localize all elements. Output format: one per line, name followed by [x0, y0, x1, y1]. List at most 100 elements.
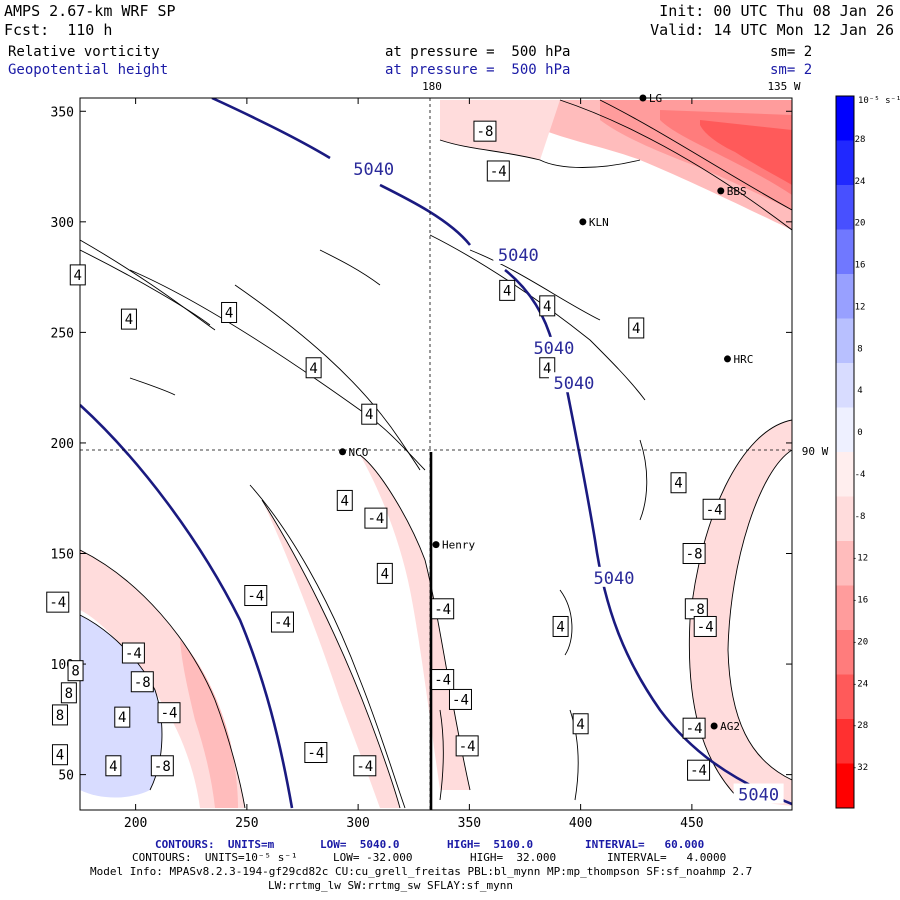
vorticity-label-box [628, 317, 645, 339]
vorticity-label-box [486, 160, 510, 182]
vorticity-fill-positive-sw [80, 615, 162, 798]
station-marker [717, 187, 725, 195]
height-label-bg [528, 336, 579, 357]
vorticity-label-box [572, 713, 589, 735]
vorticity-contour [129, 377, 176, 396]
colorbar-swatch [836, 719, 854, 764]
colorbar-swatch [836, 452, 854, 497]
vorticity-label-box [60, 682, 77, 704]
model-title: AMPS 2.67-km WRF SP [4, 2, 176, 20]
height-label-bg [589, 566, 639, 587]
vorticity-contour [688, 419, 792, 801]
vorticity-label-box [69, 264, 86, 286]
station-name: Henry [442, 539, 475, 552]
colorbar-tick-label: -4 [855, 470, 866, 480]
vorticity-label: -4 [459, 739, 476, 755]
colorbar-swatch [836, 274, 854, 319]
colorbar-tick-label: 20 [855, 219, 866, 229]
height-layer [80, 98, 792, 809]
height-contour-high: HIGH= 5100.0 [447, 838, 534, 851]
y-tick-label: 300 [51, 216, 74, 231]
vorticity-contour [559, 99, 792, 231]
y-tick-label: 250 [51, 326, 74, 341]
station-marker [432, 541, 440, 549]
colorbar-swatch [836, 541, 854, 586]
y-tick-label: 200 [51, 437, 74, 452]
colorbar-swatch [836, 363, 854, 408]
vorticity-label: 8 [71, 664, 79, 680]
vorticity-label: 8 [65, 686, 73, 702]
field2-smooth: sm= 2 [770, 62, 813, 78]
vorticity-label-box [455, 735, 479, 757]
vorticity-label: 4 [109, 759, 117, 775]
vorticity-label-box [120, 308, 137, 330]
vorticity-label: 4 [674, 476, 682, 492]
colorbar-swatch [836, 229, 854, 275]
vorticity-label: 4 [543, 299, 551, 315]
colorbar-tick-label: 16 [855, 261, 866, 271]
station-name: AG2 [720, 720, 740, 733]
colorbar-swatch [836, 630, 854, 675]
vorticity-label-box [552, 615, 569, 637]
vorticity-label: -4 [247, 589, 264, 605]
colorbar-swatch [836, 140, 854, 186]
field1-name: Relative vorticity [8, 44, 160, 60]
vorticity-label: -4 [49, 595, 66, 611]
x-tick-label: 200 [124, 816, 147, 831]
y-tick-label: 50 [58, 769, 74, 784]
vorticity-fill-band-ne [440, 100, 560, 160]
top-label-180: 180 [422, 80, 442, 93]
vorticity-label-box [376, 562, 393, 584]
vorticity-label-box [682, 543, 706, 565]
init-time: Init: 00 UTC Thu 08 Jan 26 [659, 2, 894, 20]
vorticity-label-box [221, 301, 238, 323]
vorticity-label-box [473, 120, 497, 142]
vorticity-label: -4 [307, 746, 324, 762]
vorticity-label-box [539, 295, 556, 317]
stations: NCO Henry KLN HRC AG2 BBS LG [339, 92, 753, 733]
vorticity-label: -4 [356, 759, 373, 775]
vorticity-label: -4 [125, 646, 142, 662]
height-contour-label: CONTOURS: UNITS=m [155, 838, 275, 851]
y-tick-label: 350 [51, 105, 74, 120]
vorticity-contour [439, 139, 641, 168]
vorticity-contour [80, 239, 216, 331]
vorticity-contour [80, 549, 246, 809]
height-label: 5040 [553, 374, 594, 394]
vorticity-label-box [702, 498, 726, 520]
colorbar-tick-label: -8 [855, 512, 866, 522]
vorticity-label-box [687, 759, 711, 781]
height-label-bg [548, 372, 599, 393]
vorticity-label: 4 [576, 717, 584, 733]
vorticity-label: 4 [56, 748, 64, 764]
vorticity-contour [80, 249, 211, 326]
vorticity-label-box [121, 642, 145, 664]
right-label-90w: 90 W [802, 445, 829, 458]
vorticity-label-box [67, 660, 84, 682]
colorbar-tick-label: -24 [852, 679, 868, 689]
height-label: 5040 [533, 339, 574, 359]
vorticity-label-box [431, 669, 455, 691]
vorticity-label: -8 [688, 602, 705, 618]
station-name: KLN [589, 216, 609, 229]
colorbar-tick-label: 4 [857, 386, 862, 396]
vorticity-label: 4 [74, 268, 82, 284]
vorticity-label: 4 [632, 321, 640, 337]
height-label: 5040 [738, 786, 779, 806]
field2-level: at pressure = 500 hPa [385, 62, 571, 78]
vorticity-label: -4 [434, 602, 451, 618]
height-label-bg [733, 783, 784, 804]
y-tick-label: 150 [51, 548, 74, 563]
vorticity-fill-band-center [360, 455, 470, 790]
vorticity-contour-interval: INTERVAL= 4.0000 [607, 851, 727, 864]
height-label-bg [348, 157, 399, 178]
axes: 200 250 300 350 400 4505010015020025030035018… [51, 80, 829, 831]
colorbar-tick-label: -16 [852, 596, 868, 606]
x-tick-label: 300 [346, 816, 369, 831]
vorticity-label: -4 [452, 692, 469, 708]
vorticity-label: 4 [503, 283, 511, 299]
station-name: LG [649, 92, 662, 105]
vorticity-label-box [336, 489, 353, 511]
field2-name: Geopotential height [8, 62, 169, 78]
valid-time: Valid: 14 UTC Mon 12 Jan 26 [650, 21, 894, 39]
